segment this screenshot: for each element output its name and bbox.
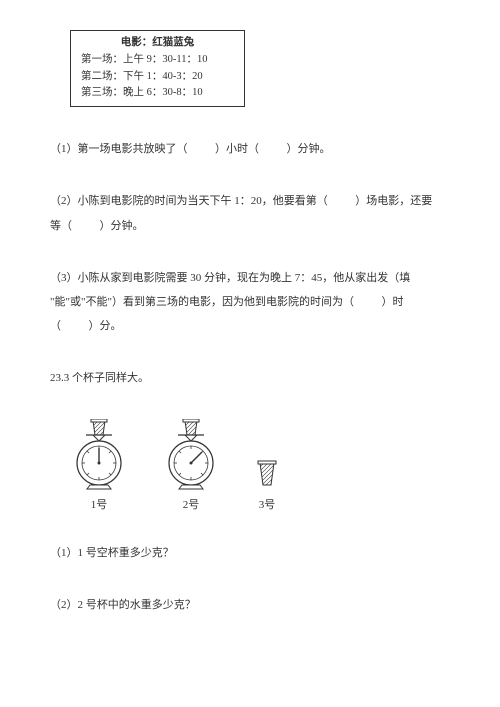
q3-line3-pre: （ [50, 320, 61, 332]
sub-question-1: （1）1 号空杯重多少克？ [50, 541, 450, 565]
cup-3-icon [252, 459, 282, 491]
q3-text-post: ）时 [381, 296, 403, 308]
cup-3: 3号 [252, 459, 282, 517]
scale-1-icon [68, 419, 130, 491]
q2-text-mid: ）场电影，还要 [355, 195, 432, 207]
question-3: （3）小陈从家到电影院需要 30 分钟，现在为晚上 7：45，他从家出发（填 "… [50, 266, 450, 339]
question-23: 23.3 个杯子同样大。 [50, 366, 450, 390]
q3-line3-post: ）分。 [89, 320, 122, 332]
blank [357, 290, 379, 314]
scale-2-label: 2号 [160, 493, 222, 517]
scale-2: 2号 [160, 419, 222, 517]
blank [75, 214, 97, 238]
movie-line-3: 第三场：晚上 6：30-8：10 [81, 85, 234, 102]
cup-3-label: 3号 [252, 493, 282, 517]
movie-line-2: 第二场：下午 1：40-3：20 [81, 69, 234, 86]
question-1: （1）第一场电影共放映了（ ）小时（ ）分钟。 [50, 137, 450, 161]
scale-1-label: 1号 [68, 493, 130, 517]
scale-2-icon [160, 419, 222, 491]
scale-1: 1号 [68, 419, 130, 517]
question-2: （2）小陈到电影院的时间为当天下午 1：20，他要看第（ ）场电影，还要 等（ … [50, 189, 450, 237]
q1-text-pre: （1）第一场电影共放映了（ [50, 143, 188, 155]
scales-row: 1号 2号 [68, 419, 450, 517]
blank [262, 137, 284, 161]
q1-text-mid: ）小时（ [215, 143, 259, 155]
blank [190, 137, 212, 161]
q3-text-pre: （3）小陈从家到电影院需要 30 分钟，现在为晚上 7：45，他从家出发（填 [50, 272, 410, 284]
movie-schedule-box: 电影：红猫蓝兔 第一场：上午 9：30-11：10 第二场：下午 1：40-3：… [70, 30, 245, 107]
blank [64, 314, 86, 338]
movie-line-1: 第一场：上午 9：30-11：10 [81, 52, 234, 69]
sub-question-2: （2）2 号杯中的水重多少克？ [50, 593, 450, 617]
movie-title: 电影：红猫蓝兔 [81, 35, 234, 52]
blank [331, 189, 353, 213]
q1-text-post: ）分钟。 [287, 143, 331, 155]
q3-text-mid: "能"或"不能"）看到第三场的电影，因为他到电影院的时间为（ [50, 296, 354, 308]
q2-text-pre: （2）小陈到电影院的时间为当天下午 1：20，他要看第（ [50, 195, 328, 207]
q2-line2-pre: 等（ [50, 220, 72, 232]
q2-line2-post: ）分钟。 [100, 220, 144, 232]
